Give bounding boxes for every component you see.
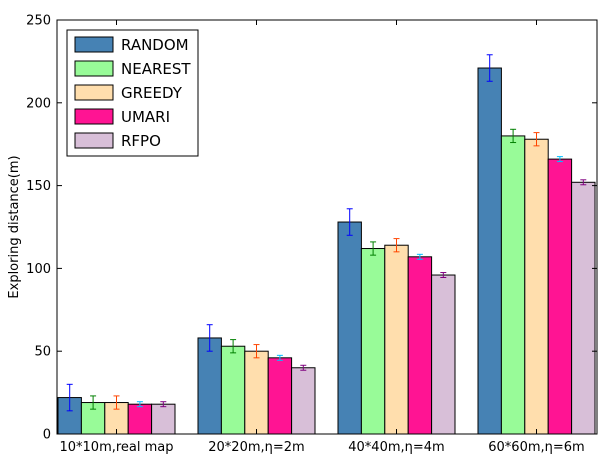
- x-category-label: 60*60m,η=6m: [488, 440, 584, 455]
- bar-greedy-2: [384, 244, 409, 435]
- legend-swatch-umari: [74, 108, 114, 125]
- legend-label-rfpo: RFPO: [121, 132, 161, 150]
- bar-umari-2: [407, 256, 433, 435]
- error-bar-umari-1: [276, 354, 283, 361]
- plot-frame: [56, 19, 598, 435]
- y-tick-label: 200: [26, 96, 51, 111]
- error-bar-umari-3: [556, 156, 563, 163]
- bar-random-2: [337, 221, 362, 435]
- x-category-label: 20*20m,η=2m: [208, 440, 304, 455]
- bar-random-3: [477, 67, 502, 435]
- error-bar-nearest-3: [510, 128, 517, 144]
- bar-greedy-1: [244, 350, 269, 435]
- bar-greedy-3: [524, 138, 549, 435]
- error-bars-layer: [66, 54, 587, 412]
- error-bar-rfpo-0: [160, 401, 167, 408]
- bar-nearest-3: [500, 135, 526, 435]
- bar-rfpo-0: [151, 403, 176, 435]
- bar-rfpo-3: [571, 181, 596, 435]
- error-bar-nearest-2: [370, 241, 377, 256]
- bar-umari-3: [547, 158, 573, 435]
- error-bar-rfpo-1: [300, 364, 307, 371]
- y-tick-label: 100: [26, 262, 51, 277]
- error-bar-greedy-1: [253, 344, 260, 359]
- bar-nearest-2: [360, 248, 386, 435]
- x-category-label: 40*40m,η=4m: [348, 440, 444, 455]
- legend-swatch-nearest: [74, 60, 114, 77]
- legend-swatch-random: [74, 36, 114, 53]
- error-bar-random-2: [346, 208, 353, 236]
- error-bar-greedy-2: [393, 238, 400, 253]
- bar-rfpo-1: [291, 367, 316, 435]
- error-bar-random-1: [206, 324, 213, 352]
- error-bar-rfpo-2: [440, 272, 447, 279]
- legend-swatch-greedy: [74, 84, 114, 101]
- bar-nearest-1: [220, 345, 246, 435]
- legend-swatch-rfpo: [74, 132, 114, 149]
- x-axis-categories: 10*10m,real map 20*20m,η=2m 40*40m,η=4m 60*…: [59, 20, 585, 455]
- error-bar-rfpo-3: [580, 179, 587, 186]
- error-bar-nearest-1: [230, 339, 237, 354]
- y-tick-label: 150: [26, 179, 51, 194]
- bars-layer: [57, 67, 596, 435]
- legend-label-umari: UMARI: [121, 108, 170, 126]
- bar-random-1: [197, 337, 222, 435]
- legend: RANDOM NEAREST GREEDY UMARI RFPO: [66, 29, 199, 157]
- legend-label-greedy: GREEDY: [121, 84, 183, 102]
- y-tick-label: 50: [34, 345, 51, 360]
- error-bar-greedy-3: [533, 132, 540, 147]
- bar-rfpo-2: [431, 274, 456, 435]
- y-tick-label: 250: [26, 14, 51, 29]
- bar-umari-1: [267, 357, 293, 435]
- y-tick-label: 0: [43, 428, 51, 443]
- error-bar-umari-2: [416, 253, 423, 260]
- error-bar-greedy-0: [113, 395, 120, 410]
- error-bar-nearest-0: [90, 395, 97, 410]
- error-bar-random-0: [66, 383, 73, 412]
- legend-label-random: RANDOM: [121, 36, 189, 54]
- x-category-label: 10*10m,real map: [59, 440, 173, 455]
- legend-label-nearest: NEAREST: [121, 60, 191, 78]
- error-bar-random-3: [486, 54, 493, 82]
- error-bar-umari-0: [136, 401, 143, 408]
- y-axis-label: Exploring distance(m): [7, 155, 22, 298]
- bar-umari-0: [127, 403, 153, 435]
- y-axis-ticks: 0 50 100 150 200 250: [26, 14, 597, 443]
